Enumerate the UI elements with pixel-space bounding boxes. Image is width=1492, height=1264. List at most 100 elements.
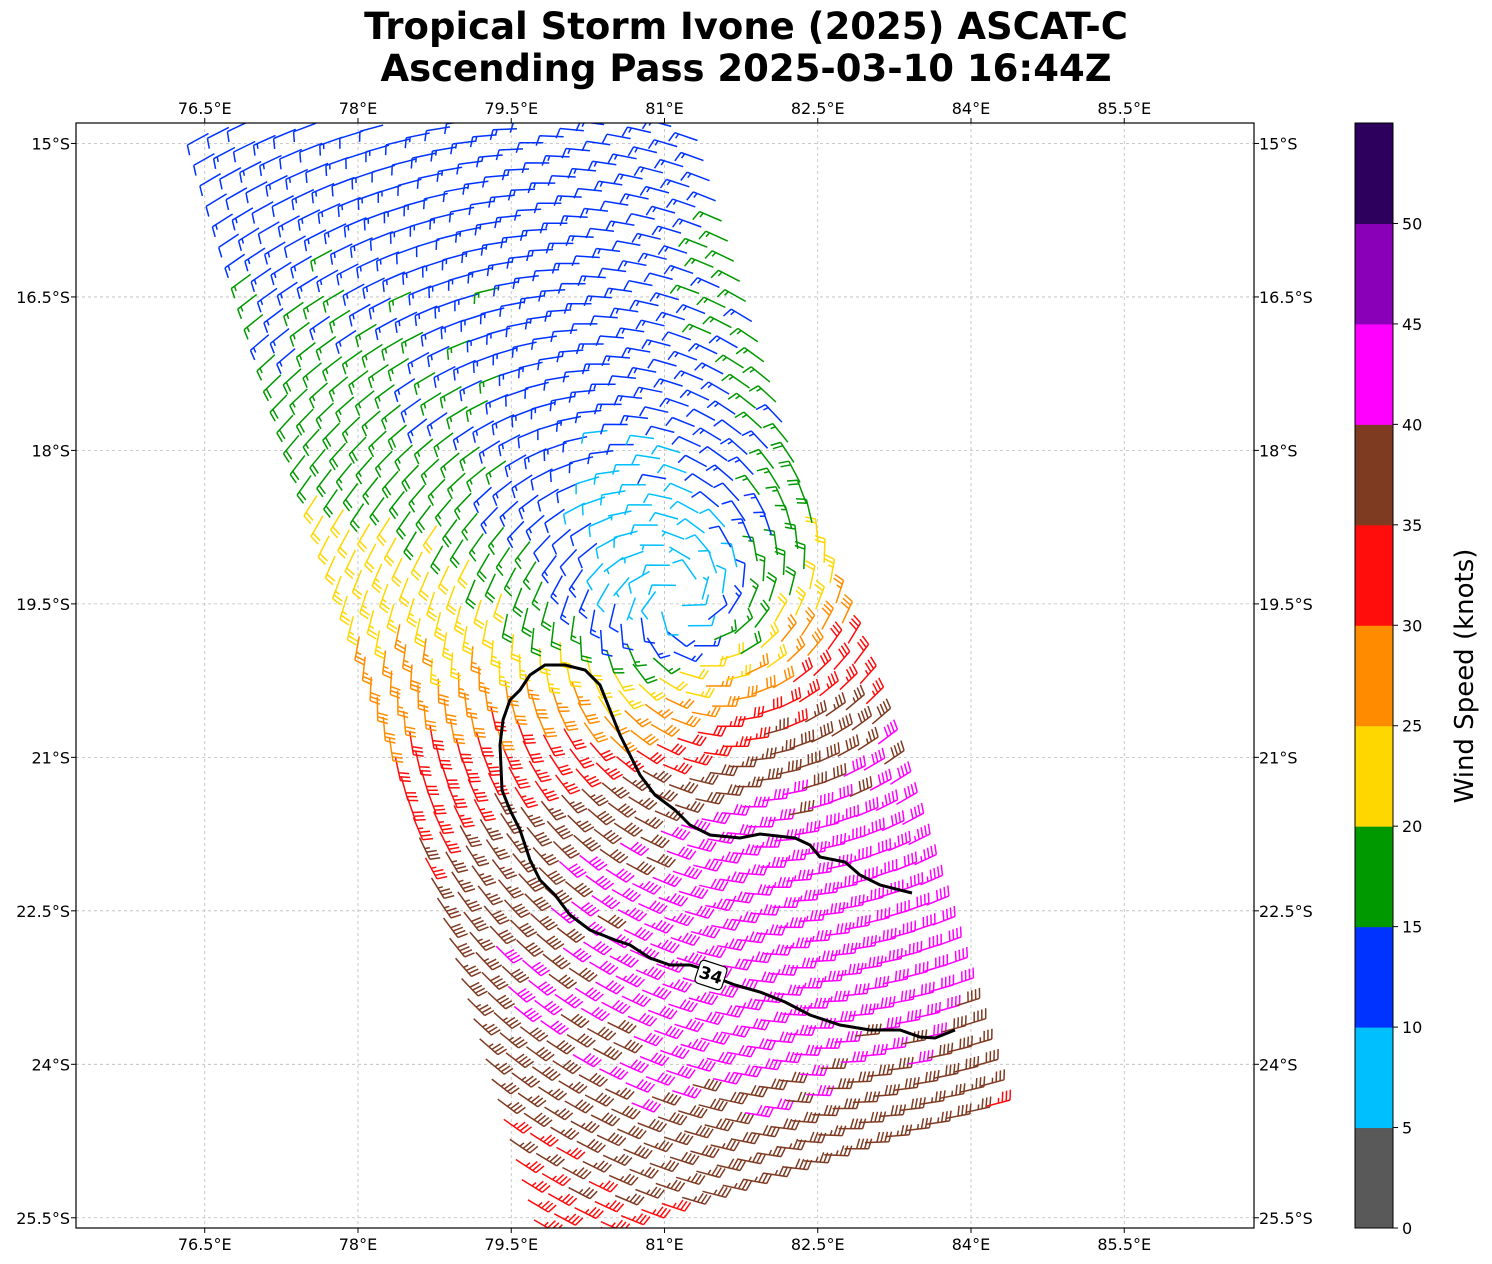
wind-barb [483,905,510,925]
wind-barb [824,922,852,937]
wind-barb [509,1138,539,1154]
wind-barb [452,359,477,381]
wind-barb [651,1092,682,1106]
wind-barb [490,640,502,669]
wind-barb [418,837,441,861]
wind-barb [540,1019,569,1035]
wind-barb [772,897,801,909]
wind-barb [463,911,489,932]
wind-barb [369,231,394,251]
wind-barb [907,1049,934,1065]
wind-barb [426,791,447,815]
wind-barb [580,1006,611,1022]
wind-barb [410,551,423,581]
wind-barb [656,743,687,756]
wind-barb [231,207,254,231]
wind-barb [518,494,539,520]
wind-barb [504,454,527,478]
wind-barb [677,454,708,468]
wind-barb [818,901,846,917]
wind-barb [382,271,406,292]
wind-barb [551,528,571,555]
wind-barb [622,776,651,792]
wind-barb [672,1085,702,1099]
wind-barb [637,473,667,485]
wind-barb [701,576,710,600]
wind-barb [430,877,455,900]
wind-barb [237,227,260,251]
wind-barb [540,1240,569,1252]
lon-tick-label-bottom: 76.5°E [178,1235,232,1254]
wind-barb [748,578,759,608]
wind-barb [297,209,321,231]
wind-barb [263,241,286,265]
wind-barb [938,926,962,946]
wind-barb [721,804,751,816]
wind-barb [522,561,537,591]
wind-barb [642,564,670,576]
wind-barb [697,725,727,737]
wind-barb [540,800,567,821]
wind-barb [908,823,931,846]
wind-barb [629,1166,659,1179]
wind-barb [720,542,738,568]
wind-barb [449,718,466,745]
wind-barb [599,629,613,657]
wind-barb [671,715,701,728]
wind-barb [476,553,490,583]
wind-barb [473,1018,501,1036]
wind-barb [772,665,795,689]
wind-barb [205,193,227,217]
wind-barb [903,961,929,979]
wind-barb [433,811,454,835]
wind-barb [840,594,853,624]
wind-barb [660,826,691,841]
wind-barb [566,1033,596,1048]
wind-barb [797,1131,827,1144]
wind-barb [704,250,735,262]
lon-tick-label-top: 85.5°E [1097,99,1151,118]
wind-barb [319,136,343,156]
wind-barb [625,1079,656,1093]
wind-barb [647,1005,678,1020]
wind-barb [684,257,714,268]
wind-barb [699,878,729,892]
wind-barb [534,999,563,1016]
wind-barb [730,1131,761,1145]
wind-barb [605,649,625,674]
wind-barb [716,289,747,303]
wind-barb [553,1213,584,1226]
wind-barb [944,946,969,967]
wind-barb [702,1186,732,1199]
colorbar-segment [1355,1127,1393,1229]
colorbar-tick-label: 0 [1402,1219,1412,1238]
wind-barb [659,677,689,692]
wind-barb [589,960,619,975]
wind-barb [361,410,381,437]
wind-barb [778,917,807,929]
wind-barb [484,573,496,603]
wind-barb [780,613,797,643]
wind-barb [674,800,705,814]
wind-barb [681,819,711,833]
wind-barb [525,1046,555,1062]
contour-34kt: 34 [498,663,956,1040]
wind-barb [528,760,552,783]
wind-barb [936,994,961,1013]
wind-barb [784,937,813,949]
wind-barb [585,227,615,239]
wind-barb [839,663,858,691]
wind-barb [803,1152,833,1164]
wind-barb [790,957,819,969]
wind-barb [212,146,236,170]
wind-barb [365,144,390,163]
wind-barb [849,776,873,798]
wind-barb [877,948,903,965]
wind-barb [658,893,689,907]
wind-barb [581,140,611,152]
wind-barb [383,537,397,567]
wind-barb [498,660,511,688]
wind-barb [811,721,834,743]
wind-barb [709,764,739,777]
wind-barb [491,414,515,436]
